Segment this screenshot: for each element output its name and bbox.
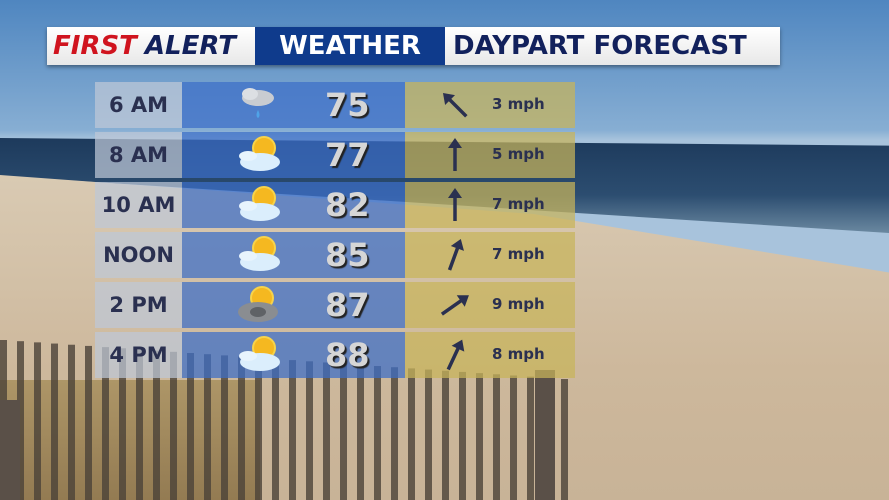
fence-slat xyxy=(323,362,330,500)
temperature: 75 xyxy=(325,86,370,124)
time-label: 10 AM xyxy=(95,182,182,228)
fence-slat xyxy=(17,341,24,500)
temperature: 85 xyxy=(325,236,370,274)
title-banner: FIRST ALERT WEATHER DAYPART FORECAST xyxy=(47,27,780,65)
fence-slat xyxy=(187,353,194,500)
brand-alert: ALERT xyxy=(144,31,236,61)
time-label: 2 PM xyxy=(95,282,182,328)
fence-slat xyxy=(459,371,466,500)
fence-slat xyxy=(85,345,92,500)
partly-cloudy-icon xyxy=(239,236,280,271)
temperature: 87 xyxy=(325,286,370,324)
time-label: 4 PM xyxy=(95,332,182,378)
wind-cell: 7 mph xyxy=(405,182,575,228)
temperature: 88 xyxy=(325,336,370,374)
wind-speed: 8 mph xyxy=(492,345,545,363)
wind-arrow-icon xyxy=(448,138,462,171)
wind-cell: 9 mph xyxy=(405,282,575,328)
conditions-cell: 88 xyxy=(182,332,405,378)
wind-cell: 3 mph xyxy=(405,82,575,128)
wind-speed: 7 mph xyxy=(492,195,545,213)
fence-post xyxy=(535,370,555,500)
fence-slat xyxy=(102,347,109,500)
fence-slat xyxy=(238,356,245,500)
wind-cell: 7 mph xyxy=(405,232,575,278)
conditions-cell: 75 xyxy=(182,82,405,128)
conditions-cell: 82 xyxy=(182,182,405,228)
fence-slat xyxy=(272,358,279,500)
wind-arrow-icon xyxy=(448,188,462,221)
fence-slat xyxy=(340,363,347,500)
fence-slat xyxy=(51,343,58,500)
brand-logo: FIRST ALERT xyxy=(47,27,255,65)
fence-slat xyxy=(493,374,500,500)
fence-slat xyxy=(136,349,143,500)
wind-arrow-icon xyxy=(442,92,468,118)
temperature: 77 xyxy=(325,136,370,174)
fence-slat xyxy=(34,342,41,500)
forecast-row: 6 AM 75 3 mph xyxy=(95,82,575,128)
fence-slat xyxy=(561,379,568,500)
conditions-cell: 77 xyxy=(182,132,405,178)
fence-post xyxy=(0,400,20,500)
dune-grass xyxy=(0,380,260,500)
partly-cloudy-icon xyxy=(239,336,280,371)
forecast-row: 4 PM 88 8 mph xyxy=(95,332,575,378)
fence-slat xyxy=(510,375,517,500)
conditions-cell: 85 xyxy=(182,232,405,278)
conditions-cell: 87 xyxy=(182,282,405,328)
fence-slat xyxy=(170,351,177,500)
fence-slat xyxy=(306,361,313,500)
wind-cell: 5 mph xyxy=(405,132,575,178)
temperature: 82 xyxy=(325,186,370,224)
fence-slat xyxy=(289,360,296,500)
fence-slat xyxy=(357,364,364,500)
cloud-rain-icon xyxy=(242,88,274,118)
partly-cloudy-icon xyxy=(239,186,280,221)
fence-slat xyxy=(425,369,432,500)
sun-storm-cloud-icon xyxy=(238,286,278,322)
fence-slat xyxy=(68,344,75,500)
time-label: 8 AM xyxy=(95,132,182,178)
wind-arrow-icon xyxy=(446,339,465,371)
fence-slat xyxy=(527,376,534,500)
wind-speed: 9 mph xyxy=(492,295,545,313)
wind-speed: 5 mph xyxy=(492,145,545,163)
forecast-row: 10 AM 82 7 mph xyxy=(95,182,575,228)
brand-first: FIRST xyxy=(53,31,137,61)
wind-arrow-icon xyxy=(447,239,464,271)
fence-slat xyxy=(153,350,160,500)
brand-weather: WEATHER xyxy=(255,27,445,65)
wind-speed: 7 mph xyxy=(492,245,545,263)
fence-slat xyxy=(391,367,398,500)
fence-slat xyxy=(476,373,483,500)
time-label: NOON xyxy=(95,232,182,278)
forecast-row: 2 PM 87 9 mph xyxy=(95,282,575,328)
wind-cell: 8 mph xyxy=(405,332,575,378)
fence-slat xyxy=(204,354,211,500)
wind-speed: 3 mph xyxy=(492,95,545,113)
fence-slat xyxy=(119,348,126,500)
forecast-row: NOON 85 7 mph xyxy=(95,232,575,278)
fence-slat xyxy=(442,370,449,500)
beach-fence xyxy=(0,340,568,500)
fence-slat xyxy=(221,355,228,500)
time-label: 6 AM xyxy=(95,82,182,128)
fence-slat xyxy=(408,368,415,500)
forecast-row: 8 AM 77 5 mph xyxy=(95,132,575,178)
fence-slat xyxy=(374,366,381,500)
page-title: DAYPART FORECAST xyxy=(445,27,780,65)
partly-cloudy-icon xyxy=(239,136,280,171)
fence-slat xyxy=(255,357,262,500)
wind-arrow-icon xyxy=(440,295,469,316)
